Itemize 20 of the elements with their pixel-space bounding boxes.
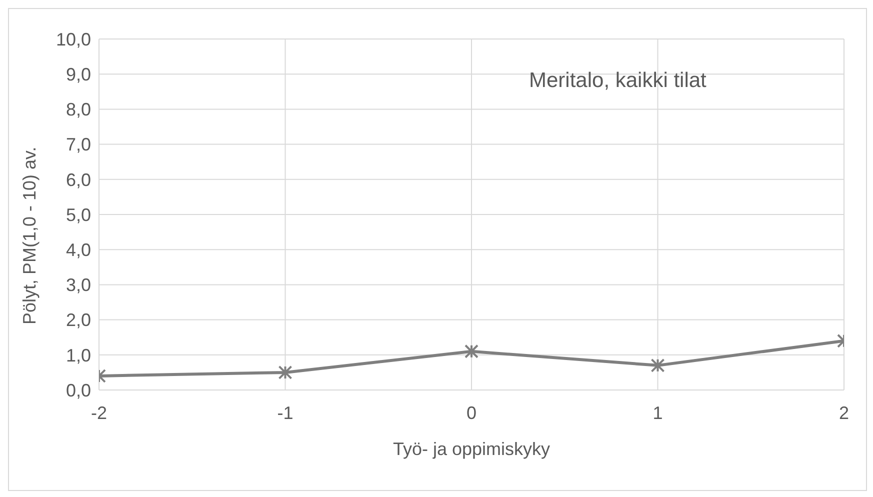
point (464, 344, 478, 358)
y-tick-label: 5,0 (66, 204, 91, 225)
x-axis-title: Työ- ja oppimiskyky (392, 439, 550, 459)
y-tick-label: 0,0 (66, 380, 91, 400)
y-tick-label: 7,0 (66, 134, 91, 155)
x-tick-label: -1 (277, 402, 294, 423)
x-tick-label: 0 (466, 402, 477, 423)
y-tick-label: 1,0 (66, 345, 91, 366)
text: Meritalo, kaikki tilat (529, 69, 706, 93)
y-tick-label: 2,0 (66, 310, 91, 330)
x-tick-label: 2 (838, 402, 850, 423)
y-axis-title: Pölyt, PM(1,0 - 10) av. (19, 146, 40, 324)
y-tick-label: 4,0 (66, 240, 91, 260)
y-tick-label: 3,0 (66, 275, 91, 296)
x-tick-label: -2 (90, 402, 108, 423)
y-tick-label: 8,0 (66, 100, 91, 120)
x-tick-label: 1 (652, 402, 663, 423)
y-tick-label: 6,0 (66, 170, 91, 190)
y-tick-label: 9,0 (66, 64, 91, 84)
y-tick-label: 10,0 (56, 29, 91, 50)
